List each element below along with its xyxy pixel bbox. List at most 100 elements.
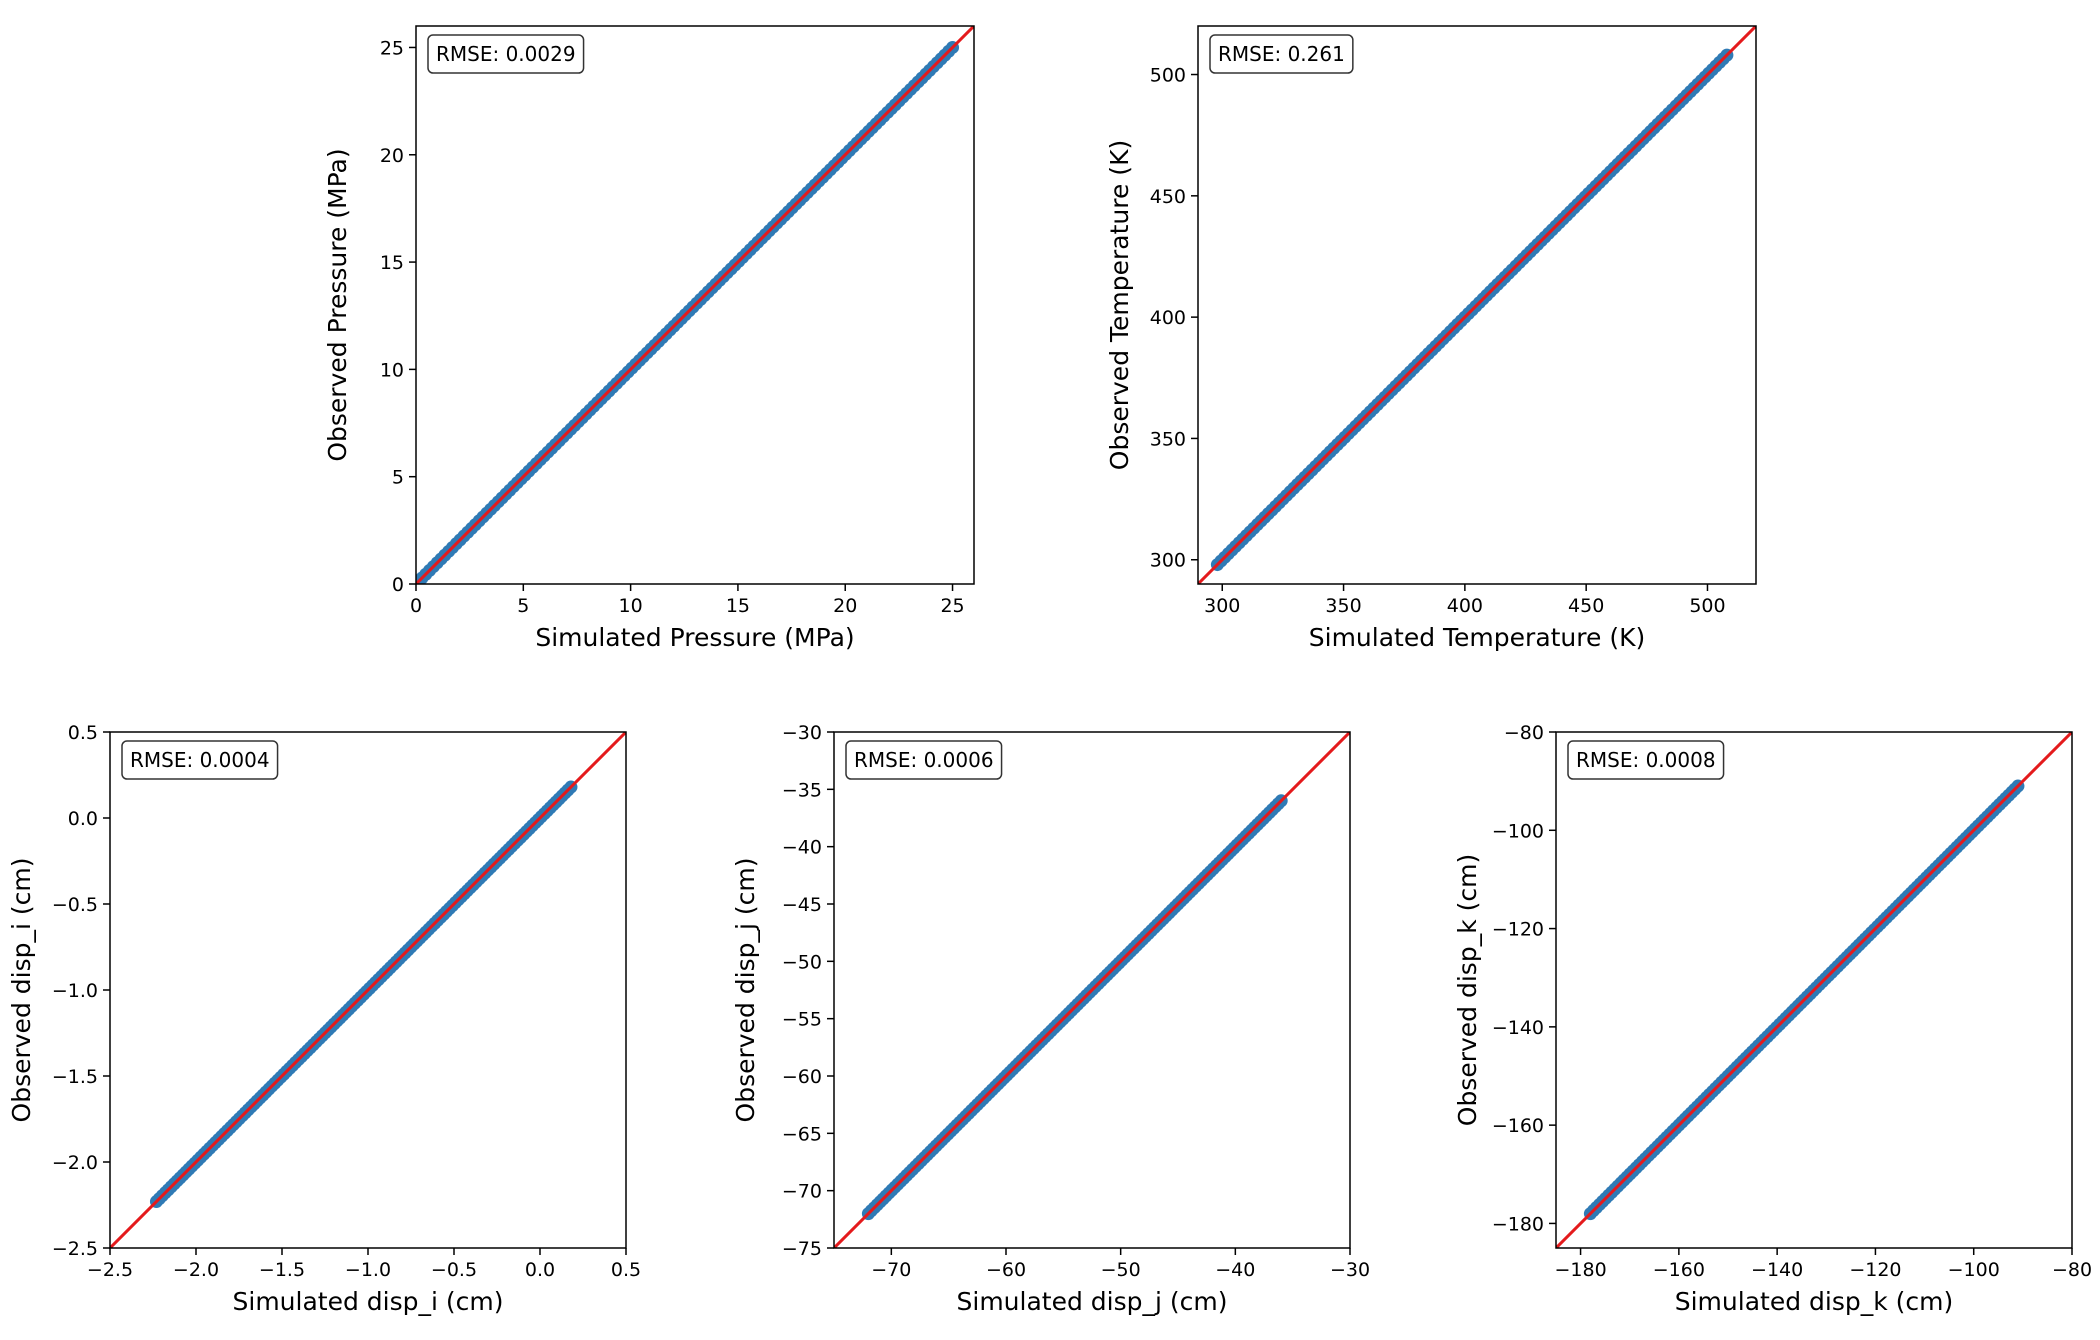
x-tick-label: 0.5 bbox=[611, 1259, 641, 1281]
y-tick-label: −80 bbox=[1504, 722, 1544, 744]
x-tick-label: −180 bbox=[1554, 1259, 1606, 1281]
x-tick-label: 20 bbox=[833, 595, 857, 617]
y-tick-label: −30 bbox=[782, 722, 822, 744]
x-tick-label: −2.0 bbox=[173, 1259, 219, 1281]
rmse-box bbox=[1209, 34, 1354, 74]
y-tick-label: 0.0 bbox=[68, 808, 98, 830]
rmse-annotation: RMSE: 0.261 bbox=[1209, 34, 1354, 74]
y-tick-label: 400 bbox=[1150, 307, 1186, 329]
y-axis-label: Observed Pressure (MPa) bbox=[323, 148, 352, 461]
plot-area bbox=[1198, 26, 1756, 584]
x-axis-label: Simulated disp_i (cm) bbox=[233, 1287, 504, 1316]
chart-panel-4: −70 −60 −50 −40 −30 −75 −70 −65 −60 −55 −50 −45 −40 −… bbox=[731, 722, 1370, 1316]
y-tick-label: −40 bbox=[782, 837, 822, 859]
reference-line-y-equals-x bbox=[1556, 732, 2072, 1248]
plot-area bbox=[1556, 732, 2072, 1248]
y-tick-label: −75 bbox=[782, 1238, 822, 1260]
y-axis-label: Observed Temperature (K) bbox=[1105, 140, 1134, 470]
y-tick-label: 15 bbox=[380, 252, 404, 274]
y-tick-label: −60 bbox=[782, 1066, 822, 1088]
rmse-text: RMSE: 0.261 bbox=[1218, 42, 1345, 66]
reference-line-y-equals-x bbox=[834, 732, 1350, 1248]
x-tick-label: −70 bbox=[871, 1259, 911, 1281]
x-tick-label: −2.5 bbox=[87, 1259, 133, 1281]
x-tick-label: −40 bbox=[1215, 1259, 1255, 1281]
y-tick-label: −1.5 bbox=[52, 1066, 98, 1088]
x-tick-label: 0 bbox=[410, 595, 422, 617]
reference-line-y-equals-x bbox=[1198, 26, 1756, 584]
y-tick-label: −140 bbox=[1492, 1017, 1544, 1039]
y-axis-label: Observed disp_i (cm) bbox=[7, 858, 36, 1123]
axes-frame bbox=[833, 731, 1351, 1249]
rmse-box bbox=[845, 740, 1003, 780]
x-tick-label: −1.5 bbox=[259, 1259, 305, 1281]
y-tick-label: −2.0 bbox=[52, 1152, 98, 1174]
y-tick-label: 0.5 bbox=[68, 722, 98, 744]
x-tick-label: 300 bbox=[1204, 595, 1240, 617]
x-tick-label: −120 bbox=[1849, 1259, 1901, 1281]
x-tick-label: 0.0 bbox=[525, 1259, 555, 1281]
x-tick-label: −50 bbox=[1101, 1259, 1141, 1281]
y-tick-label: −35 bbox=[782, 779, 822, 801]
y-tick-label: 300 bbox=[1150, 550, 1186, 572]
y-tick-label: 5 bbox=[392, 467, 404, 489]
y-tick-label: 10 bbox=[380, 359, 404, 381]
x-tick-label: 350 bbox=[1325, 595, 1361, 617]
x-tick-label: 500 bbox=[1689, 595, 1725, 617]
y-tick-label: −160 bbox=[1492, 1115, 1544, 1137]
y-tick-label: 450 bbox=[1150, 186, 1186, 208]
x-tick-label: −80 bbox=[2052, 1259, 2092, 1281]
rmse-text: RMSE: 0.0006 bbox=[854, 748, 994, 772]
chart-panel-2: 300 350 400 450 500 300 350 400 450 500 Simulated … bbox=[1105, 25, 1757, 652]
axes-frame bbox=[1555, 731, 2073, 1249]
rmse-box bbox=[121, 740, 279, 780]
reference-line-y-equals-x bbox=[416, 26, 974, 584]
rmse-annotation: RMSE: 0.0029 bbox=[427, 34, 585, 74]
y-tick-label: −70 bbox=[782, 1181, 822, 1203]
plot-area bbox=[416, 26, 974, 584]
y-tick-label: −120 bbox=[1492, 919, 1544, 941]
x-tick-label: 400 bbox=[1447, 595, 1483, 617]
y-tick-label: 500 bbox=[1150, 65, 1186, 87]
x-axis-label: Simulated disp_j (cm) bbox=[957, 1287, 1228, 1316]
chart-panel-1: 0 5 10 15 20 25 0 5 10 15 20 25 Simulated Pressure (… bbox=[323, 25, 975, 652]
plot-area bbox=[834, 732, 1350, 1248]
rmse-text: RMSE: 0.0029 bbox=[436, 42, 576, 66]
rmse-text: RMSE: 0.0004 bbox=[130, 748, 270, 772]
y-tick-label: 350 bbox=[1150, 428, 1186, 450]
y-tick-label: −55 bbox=[782, 1009, 822, 1031]
rmse-box bbox=[1567, 740, 1725, 780]
x-axis-label: Simulated Pressure (MPa) bbox=[535, 623, 854, 652]
y-tick-label: −0.5 bbox=[52, 894, 98, 916]
y-tick-label: −45 bbox=[782, 894, 822, 916]
x-tick-label: −160 bbox=[1653, 1259, 1705, 1281]
rmse-text: RMSE: 0.0008 bbox=[1576, 748, 1716, 772]
y-tick-label: −2.5 bbox=[52, 1238, 98, 1260]
rmse-annotation: RMSE: 0.0006 bbox=[845, 740, 1003, 780]
x-tick-label: −100 bbox=[1948, 1259, 2000, 1281]
x-tick-label: 25 bbox=[940, 595, 964, 617]
x-tick-label: −30 bbox=[1330, 1259, 1370, 1281]
x-tick-label: 5 bbox=[517, 595, 529, 617]
y-tick-label: 20 bbox=[380, 145, 404, 167]
plot-area bbox=[110, 732, 626, 1248]
y-tick-label: −65 bbox=[782, 1123, 822, 1145]
chart-panel-5: −180 −160 −140 −120 −100 −80 −180 −160 −140 −120 −… bbox=[1453, 722, 2092, 1316]
x-tick-label: 15 bbox=[726, 595, 750, 617]
chart-panel-3: −2.5 −2.0 −1.5 −1.0 −0.5 0.0 0.5 −2.5 −2.0 −1.5 −1… bbox=[7, 722, 641, 1316]
rmse-annotation: RMSE: 0.0008 bbox=[1567, 740, 1725, 780]
y-axis-label: Observed disp_k (cm) bbox=[1453, 854, 1482, 1126]
x-tick-label: −60 bbox=[986, 1259, 1026, 1281]
y-tick-label: −50 bbox=[782, 951, 822, 973]
rmse-box bbox=[427, 34, 585, 74]
axes-frame bbox=[1197, 25, 1757, 585]
x-tick-label: 10 bbox=[619, 595, 643, 617]
reference-line-y-equals-x bbox=[110, 732, 626, 1248]
y-tick-label: −1.0 bbox=[52, 980, 98, 1002]
x-axis-label: Simulated disp_k (cm) bbox=[1675, 1287, 1954, 1316]
y-tick-label: −180 bbox=[1492, 1213, 1544, 1235]
rmse-annotation: RMSE: 0.0004 bbox=[121, 740, 279, 780]
x-tick-label: 450 bbox=[1568, 595, 1604, 617]
x-tick-label: −1.0 bbox=[345, 1259, 391, 1281]
